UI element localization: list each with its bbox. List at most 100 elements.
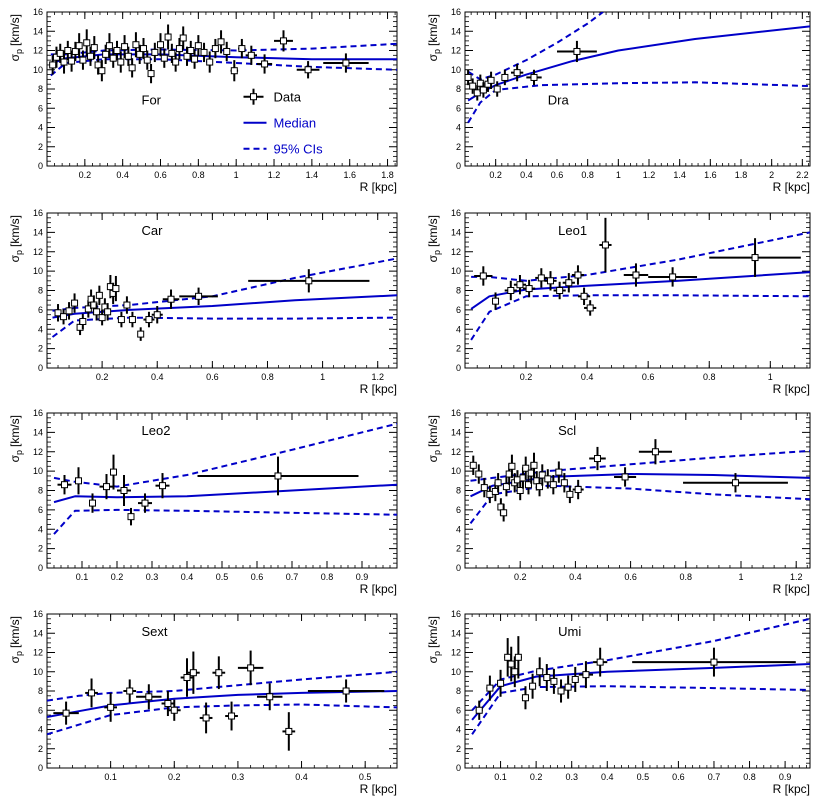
panel-title: Umi: [558, 624, 581, 639]
data-marker: [536, 668, 544, 676]
data-point: [257, 683, 283, 711]
data-point: [83, 29, 91, 57]
y-axis-label-sub: p: [14, 450, 24, 455]
x-tick-label: 1.8: [381, 170, 394, 180]
data-point: [167, 699, 181, 721]
data-marker: [79, 56, 87, 64]
data-point: [71, 293, 79, 313]
data-point: [112, 275, 120, 302]
data-point: [296, 61, 320, 79]
data-point: [564, 675, 572, 699]
data-marker: [529, 682, 537, 690]
data-point: [638, 439, 672, 465]
data-marker: [145, 693, 153, 701]
data-point: [151, 42, 159, 63]
data-point: [549, 475, 557, 495]
x-axis-label: R [kpc]: [773, 582, 810, 596]
x-axis-label: R [kpc]: [773, 180, 810, 194]
data-point: [52, 46, 60, 68]
data-marker: [200, 48, 208, 56]
data-point: [123, 679, 137, 703]
data-marker: [511, 668, 519, 676]
x-axis-label: R [kpc]: [773, 782, 810, 796]
data-marker: [217, 38, 225, 46]
ci-lower-curve: [53, 508, 397, 535]
data-points-for: [49, 24, 369, 84]
data-marker: [522, 464, 530, 472]
x-tick-label: 1.2: [371, 372, 384, 382]
x-tick-label: 1: [234, 170, 239, 180]
data-marker: [525, 285, 533, 293]
data-point: [709, 238, 801, 277]
data-marker: [537, 274, 545, 282]
data-marker: [153, 311, 161, 319]
data-point: [538, 464, 546, 486]
panel-car: 0 2 4 6 8 10 12 14 16 0.2 0.4 0.6 0.8 1 1.2R [kpc] σp [k…: [8, 208, 398, 396]
y-axis-label-sub: p: [432, 49, 442, 54]
data-marker: [88, 689, 96, 697]
x-tick-label: 0.3: [146, 572, 159, 582]
data-marker: [521, 694, 529, 702]
data-marker: [105, 42, 113, 50]
y-tick-label: 16: [451, 609, 461, 619]
x-tick-label: 0.2: [514, 572, 527, 582]
data-marker: [189, 669, 197, 677]
data-point: [480, 477, 488, 498]
data-marker: [71, 47, 79, 55]
data-point: [486, 675, 494, 701]
x-tick-label: 0.1: [494, 772, 507, 782]
y-axis-label-units: [km/s]: [8, 14, 22, 46]
data-points-car: [54, 269, 370, 341]
y-tick-label: 2: [38, 744, 43, 754]
data-marker: [206, 58, 214, 66]
data-point: [127, 507, 135, 526]
data-point: [155, 473, 170, 499]
y-tick-label: 16: [451, 408, 461, 418]
y-axis-label-units: [km/s]: [8, 215, 22, 247]
data-marker: [593, 455, 601, 463]
x-tick-label: 0.2: [530, 772, 543, 782]
x-tick-label: 0.4: [295, 772, 308, 782]
x-tick-label: 2: [769, 170, 774, 180]
data-marker: [751, 254, 759, 262]
x-tick-label: 0.4: [181, 572, 194, 582]
data-point: [104, 692, 117, 722]
data-marker: [68, 57, 76, 65]
data-marker: [669, 273, 677, 281]
curves-car: [51, 257, 397, 338]
x-tick-label: 0.9: [779, 772, 792, 782]
data-marker: [536, 483, 544, 491]
data-point: [494, 473, 502, 493]
y-tick-label: 10: [33, 466, 43, 476]
plot-frame: [464, 613, 811, 769]
y-axis-label: σp [km/s]: [426, 215, 442, 262]
data-point: [511, 63, 524, 82]
data-marker: [279, 37, 287, 45]
data-marker: [179, 34, 187, 42]
x-tick-label: 0.8: [680, 572, 693, 582]
y-tick-label: 6: [38, 305, 43, 315]
data-marker: [98, 67, 106, 75]
data-point: [614, 467, 637, 487]
data-marker: [247, 51, 255, 59]
data-point: [197, 456, 359, 496]
x-tick-label: 1.6: [343, 170, 356, 180]
data-point: [191, 49, 199, 69]
panel-title: Car: [142, 223, 164, 238]
data-point: [179, 26, 187, 50]
data-point: [492, 292, 500, 310]
y-axis-label: σp [km/s]: [8, 415, 24, 462]
data-point: [553, 281, 566, 300]
y-tick-label: 0: [456, 363, 461, 373]
data-marker: [143, 56, 151, 64]
data-marker: [223, 47, 231, 55]
data-point: [323, 53, 369, 73]
y-tick-label: 6: [456, 505, 461, 515]
y-tick-label: 2: [38, 544, 43, 554]
data-point: [469, 455, 477, 475]
ci-lower-curve: [471, 685, 810, 735]
data-marker: [494, 479, 502, 487]
data-point: [504, 638, 512, 677]
data-marker: [596, 658, 604, 666]
legend-data-label: Data: [274, 90, 302, 105]
